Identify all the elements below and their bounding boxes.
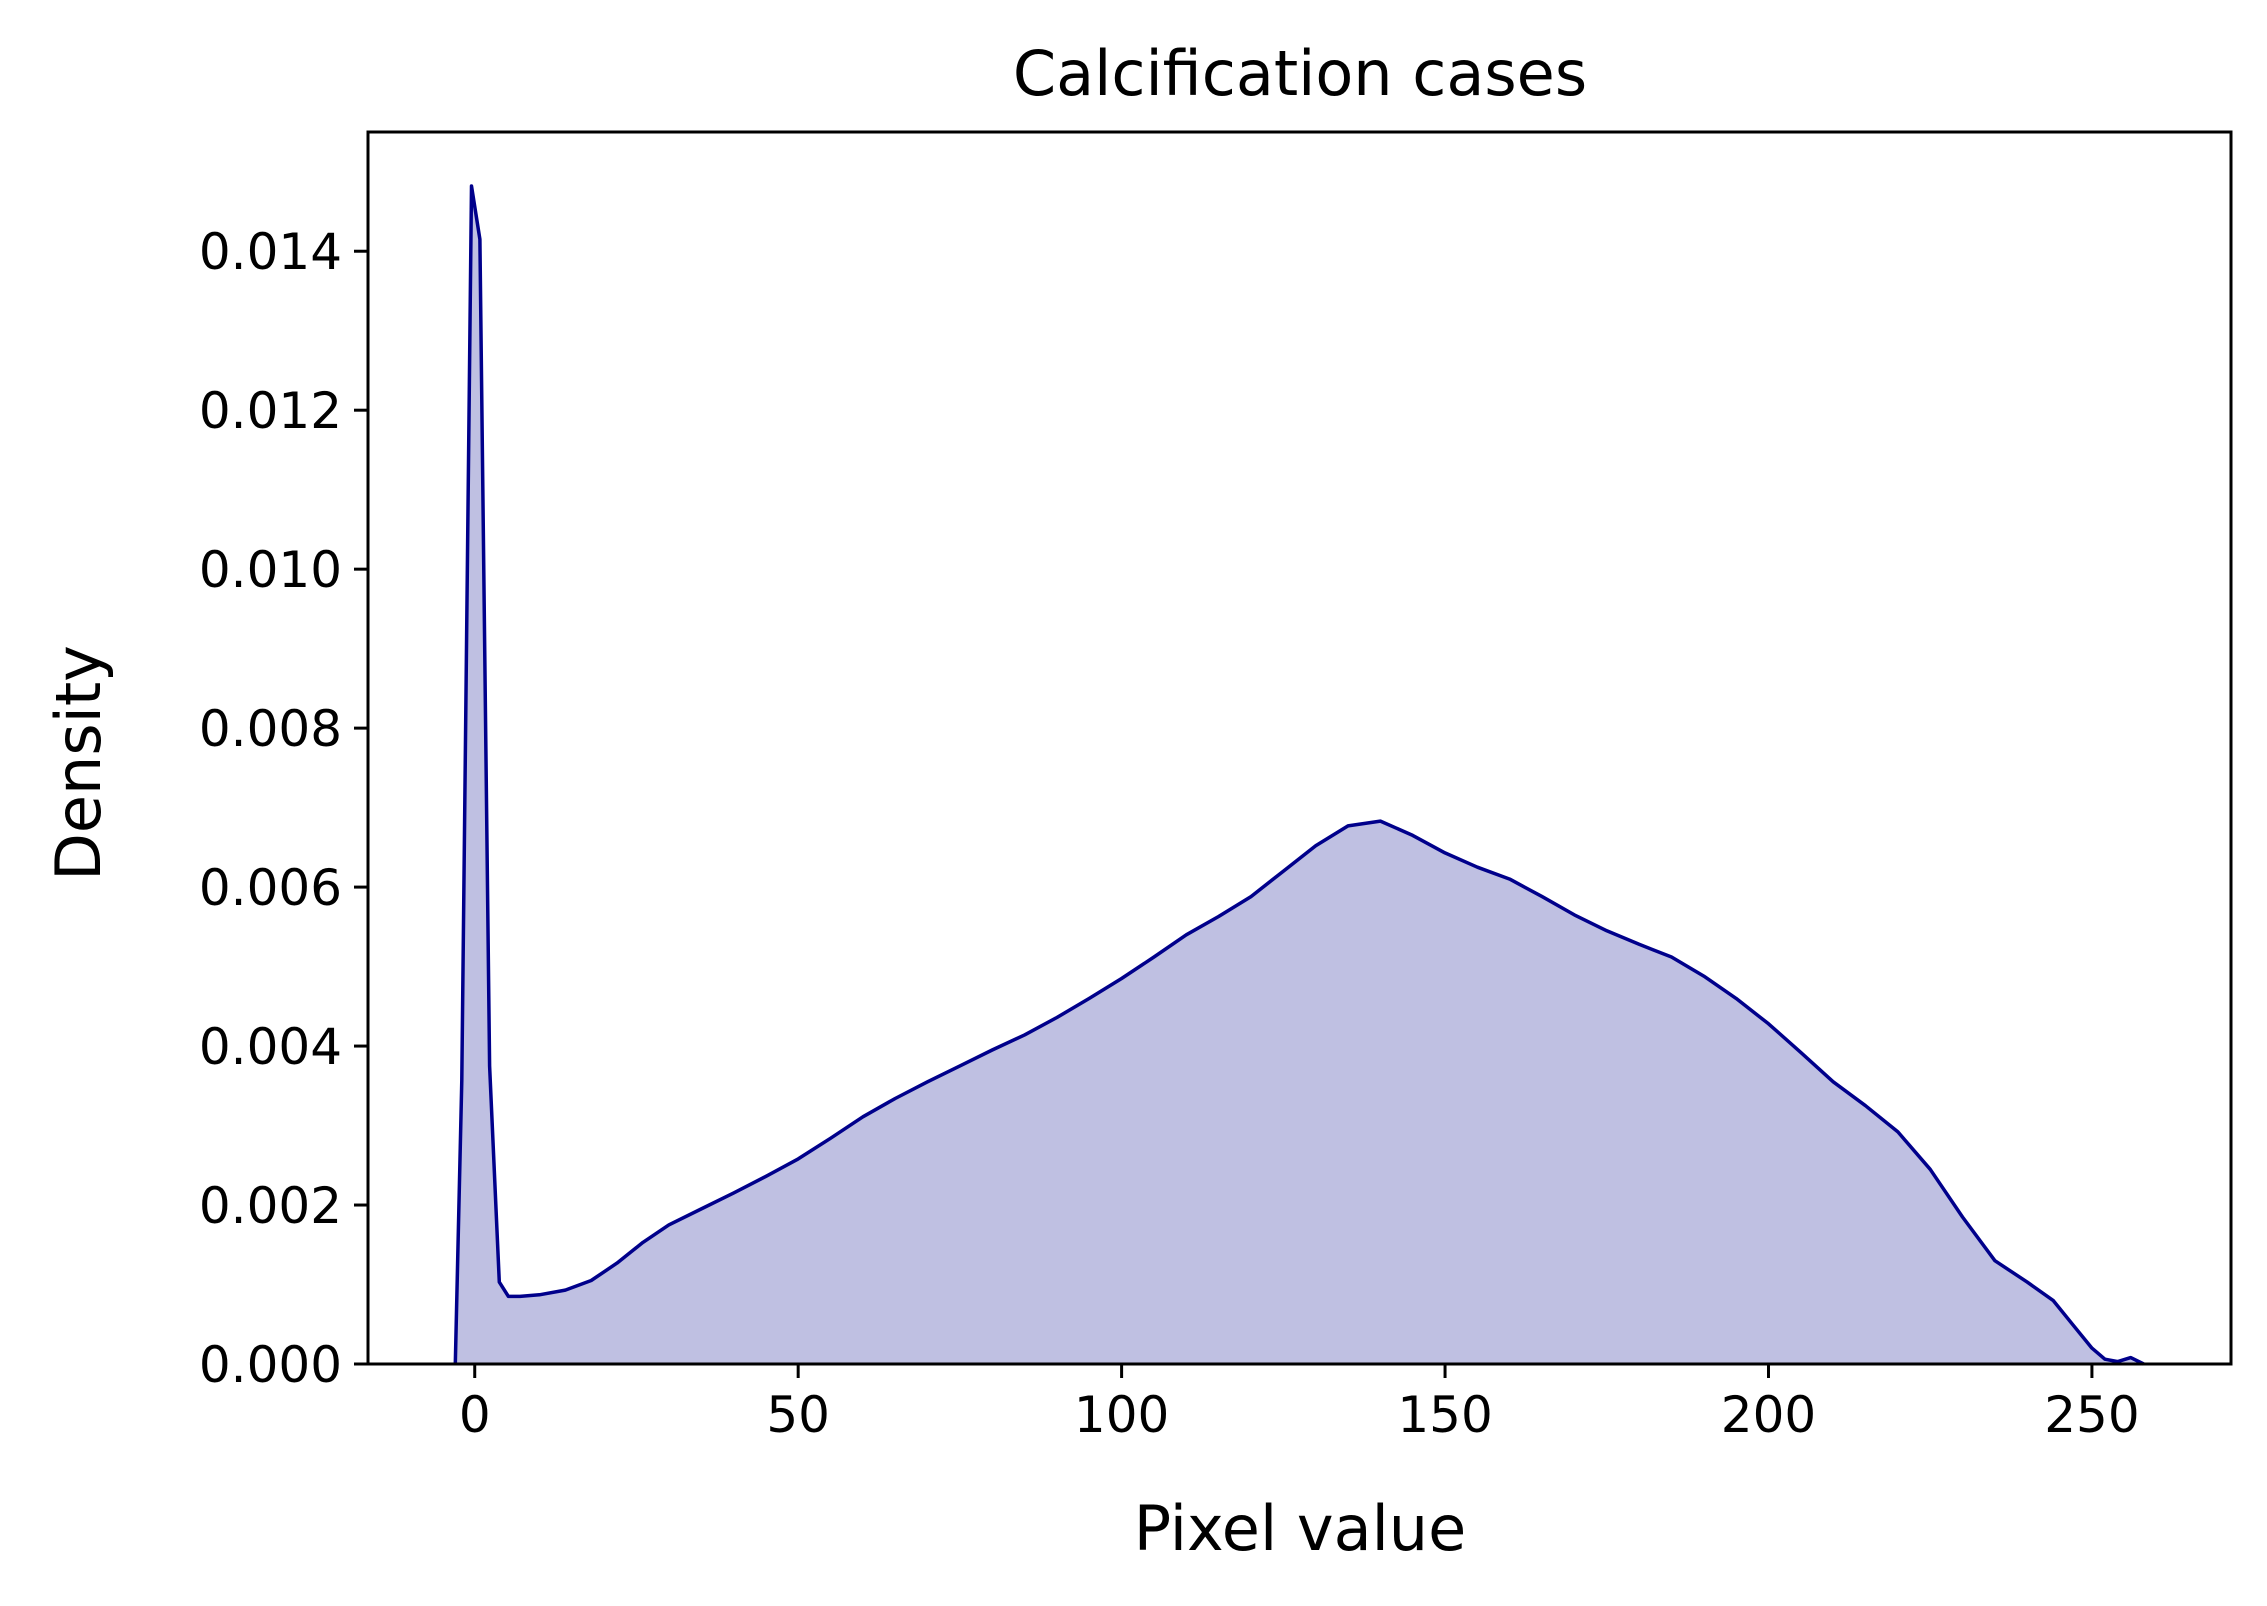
- density-line: [453, 184, 2145, 1366]
- x-tick-label: 200: [1721, 1386, 1816, 1444]
- x-tick-label: 250: [2044, 1386, 2139, 1444]
- y-tick-label: 0.006: [199, 859, 342, 917]
- y-axis: 0.000 0.002 0.004 0.006 0.008 0.010 0.012 0.014: [199, 223, 368, 1394]
- density-area: [455, 186, 2144, 1364]
- y-tick-label: 0.014: [199, 223, 342, 281]
- x-tick-label: 0: [459, 1386, 491, 1444]
- y-tick-label: 0.012: [199, 382, 342, 440]
- plot-area: [453, 184, 2145, 1366]
- x-tick-label: 50: [766, 1386, 830, 1444]
- y-tick-label: 0.004: [199, 1018, 342, 1076]
- x-tick-label: 100: [1074, 1386, 1169, 1444]
- y-tick-label: 0.002: [199, 1177, 342, 1235]
- x-axis: 0 50 100 150 200 250: [459, 1364, 2140, 1444]
- y-tick-label: 0.008: [199, 700, 342, 758]
- x-tick-label: 150: [1397, 1386, 1492, 1444]
- x-axis-title: Pixel value: [1134, 1492, 1466, 1565]
- y-tick-label: 0.010: [199, 541, 342, 599]
- plot-frame: [366, 130, 2233, 1366]
- y-axis-title: Density: [42, 645, 115, 881]
- y-tick-label: 0.000: [199, 1336, 342, 1394]
- chart-title: Calcification cases: [1013, 37, 1587, 110]
